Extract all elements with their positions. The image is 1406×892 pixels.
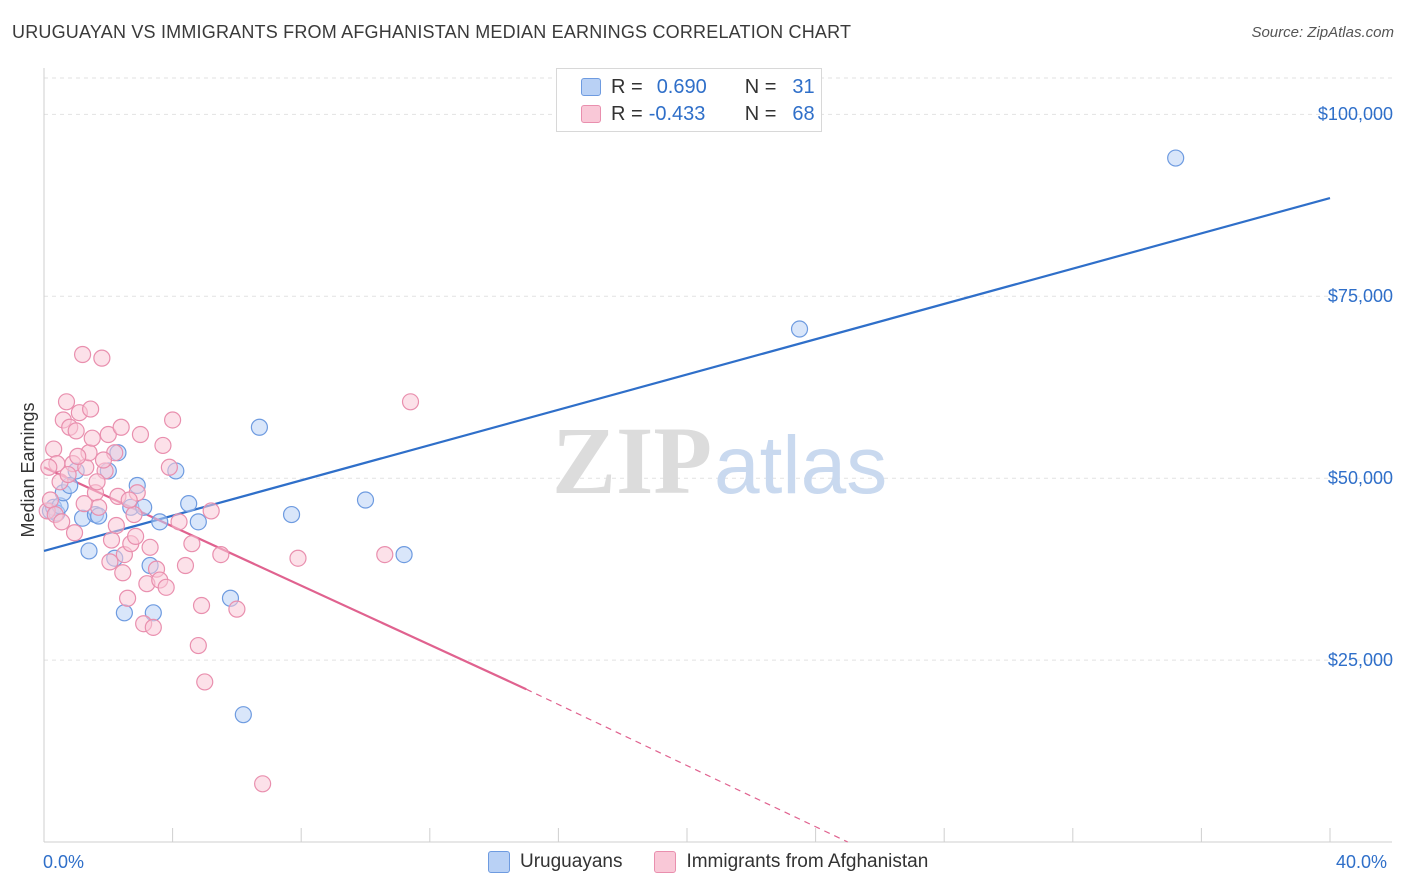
afghanistan-point xyxy=(45,440,63,458)
y-tick-label: $100,000 xyxy=(1317,104,1393,125)
afghanistan-point xyxy=(127,527,145,546)
y-tick-label: $25,000 xyxy=(1327,650,1393,671)
uruguayan-point xyxy=(790,320,809,338)
afghanistan-point xyxy=(189,636,207,655)
legend-row-uruguayans: R = 0.690 N = 31 xyxy=(581,74,815,100)
afghanistan-point xyxy=(65,524,84,542)
afghanistan-point xyxy=(93,349,111,367)
afghanistan-point xyxy=(67,422,85,440)
uruguayan-trend-line xyxy=(43,196,1331,553)
afghanistan-point xyxy=(59,465,77,484)
afghanistan-point xyxy=(196,673,214,691)
legend-n-label: N = xyxy=(744,102,777,125)
legend-r-value: 0.690 xyxy=(656,75,707,98)
watermark-atlas: atlas xyxy=(714,420,887,511)
legend-row-afghanistan: R = -0.433 N = 68 xyxy=(581,101,815,127)
afghanistan-point xyxy=(228,600,246,618)
legend-r-value: -0.433 xyxy=(648,102,706,125)
afghanistan-point xyxy=(254,775,272,793)
x-tick-label-max: 40.0% xyxy=(1336,852,1388,872)
afghanistan-point xyxy=(192,596,211,615)
grid xyxy=(44,77,1392,661)
afghanistan-point xyxy=(141,538,159,556)
afghanistan-point xyxy=(99,425,117,444)
uruguayan-point xyxy=(180,495,198,513)
uruguayan-point xyxy=(151,513,169,531)
afghanistan-point xyxy=(131,425,150,444)
afghanistan-point xyxy=(401,393,420,411)
uruguayan-point xyxy=(250,418,269,436)
uruguayan-point xyxy=(356,491,375,509)
uruguayan-point xyxy=(395,545,413,564)
x-tick-label-min: 0.0% xyxy=(43,852,85,872)
trend-lines xyxy=(43,196,1331,843)
afghanistan-point xyxy=(120,491,138,509)
legend-n-value: 31 xyxy=(792,75,815,98)
watermark: ZIP atlas xyxy=(552,407,887,514)
y-tick-label: $50,000 xyxy=(1327,468,1393,489)
afghanistan-point xyxy=(176,556,195,575)
afghanistan-point xyxy=(88,473,106,491)
legend-n-value: 68 xyxy=(792,102,815,125)
afghanistan-point xyxy=(101,553,119,571)
afghanistan-point xyxy=(107,516,125,535)
afghanistan-point xyxy=(112,418,130,436)
afghanistan-point xyxy=(69,447,87,465)
series-legend: Uruguayans Immigrants from Afghanistan xyxy=(488,851,960,873)
legend-r-label: R = xyxy=(611,102,643,125)
correlation-legend: R = 0.690 N = 31 R = -0.433 N = 68 xyxy=(556,68,822,132)
chart-title: URUGUAYAN VS IMMIGRANTS FROM AFGHANISTAN… xyxy=(12,22,852,42)
y-axis-label: Median Earnings xyxy=(18,402,38,538)
uruguayan-point xyxy=(189,513,207,531)
afghanistan-point xyxy=(202,502,220,520)
legend-n-label: N = xyxy=(744,75,777,98)
afghanistan-point xyxy=(73,345,92,364)
afghanistan-point xyxy=(118,589,137,607)
afghanistan-point xyxy=(53,513,71,531)
afghanistan-point xyxy=(157,578,175,596)
afghanistan-point xyxy=(289,549,307,567)
afghanistan-point xyxy=(102,531,121,549)
afghanistan-point xyxy=(94,451,113,469)
afghanistan-point xyxy=(144,618,162,636)
afghanistan-point xyxy=(90,498,108,516)
data-points xyxy=(38,149,1185,793)
series-label: Uruguayans xyxy=(520,851,623,872)
series-swatch-blue xyxy=(488,851,510,873)
afghanistan-point xyxy=(170,513,188,531)
series-legend-afghanistan[interactable]: Immigrants from Afghanistan xyxy=(654,851,928,873)
uruguayan-point xyxy=(234,706,252,724)
afghanistan-point xyxy=(160,458,178,476)
afghanistan-point xyxy=(183,535,201,553)
source-credit: Source: ZipAtlas.com xyxy=(1251,24,1394,41)
legend-r-label: R = xyxy=(611,75,643,98)
afghanistan-point xyxy=(41,491,60,509)
afghanistan-point xyxy=(40,458,58,476)
axes xyxy=(43,68,1392,843)
afghanistan-point xyxy=(75,495,93,513)
uruguayan-point xyxy=(282,505,301,524)
afghanistan-point xyxy=(82,400,100,418)
afghanistan-trend-extension xyxy=(525,688,849,843)
uruguayan-point xyxy=(1167,149,1185,167)
afghanistan-point xyxy=(212,545,230,564)
series-legend-uruguayans[interactable]: Uruguayans xyxy=(488,851,622,873)
afghanistan-point xyxy=(57,393,76,411)
uruguayan-point xyxy=(115,604,133,622)
legend-swatch-pink xyxy=(581,105,601,123)
afghanistan-point xyxy=(125,505,143,524)
afghanistan-point xyxy=(114,564,132,582)
series-label: Immigrants from Afghanistan xyxy=(686,851,929,872)
legend-swatch-blue xyxy=(581,78,601,96)
afghanistan-point xyxy=(83,429,101,447)
afghanistan-point xyxy=(154,436,172,455)
series-swatch-pink xyxy=(654,851,677,873)
watermark-zip: ZIP xyxy=(552,407,712,514)
afghanistan-point xyxy=(164,411,182,429)
afghanistan-point xyxy=(376,545,394,564)
uruguayan-point xyxy=(80,542,98,560)
y-tick-label: $75,000 xyxy=(1327,286,1393,307)
